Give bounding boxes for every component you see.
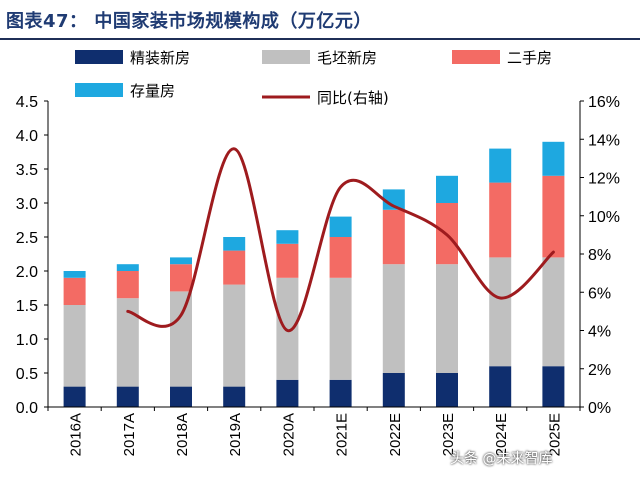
bar-2017A-series-3 [116,264,139,271]
y-left-tick-label: 2.0 [16,264,38,281]
bar-2025E-series-0 [542,366,565,407]
bar-2020A-series-2 [276,243,299,278]
yoy-line-group [126,147,555,332]
bar-2020A-series-1 [276,277,299,380]
bar-2021E-series-3 [329,216,352,237]
x-tick-label: 2020A [280,413,297,456]
x-tick-label: 2017A [121,413,138,456]
bar-2017A-series-1 [116,298,139,387]
x-tick-label: 2023E [440,413,457,456]
y-right-tick-label: 12% [588,171,620,188]
bar-2018A-series-3 [170,257,192,265]
y-left-tick-label: 4.5 [16,94,38,111]
bar-2022E-series-1 [382,264,405,373]
bar-2017A-series-2 [116,271,139,299]
bar-2018A-series-0 [170,386,192,407]
bar-2019A-series-0 [223,386,246,407]
bar-2016A-series-1 [63,305,86,387]
bar-2024E-series-1 [489,257,512,367]
bar-2018A-series-2 [170,264,192,292]
bar-2025E-series-3 [542,141,565,176]
bar-2017A-series-0 [116,386,139,407]
y-right-tick-label: 6% [588,285,611,302]
bar-2024E-series-0 [489,366,512,407]
legend-label-2: 二手房 [507,49,552,67]
x-tick-label: 2025E [546,413,563,456]
bar-2025E-series-1 [542,257,565,367]
bar-2019A-series-2 [223,250,246,285]
y-left-tick-label: 2.5 [16,230,38,247]
y-left-tick-label: 0.0 [16,400,38,417]
y-left-tick-label: 0.5 [16,366,38,383]
bar-2025E-series-2 [542,175,565,258]
bar-2021E-series-1 [329,277,352,380]
bar-2018A-series-1 [170,291,192,387]
legend-swatch-3 [75,83,123,97]
bar-2022E-series-0 [382,373,405,407]
bar-2024E-series-2 [489,182,512,258]
y-right-tick-label: 14% [588,132,620,149]
y-left-tick-label: 1.5 [16,298,38,315]
bar-2019A-series-1 [223,284,246,387]
bar-2021E-series-0 [329,379,352,407]
bar-2016A-series-3 [63,271,86,278]
bars-group [63,141,565,407]
watermark: 头条 @未来智库 [450,451,553,467]
bar-2020A-series-0 [276,379,299,407]
figure-header: 图表47： 中国家装市场规模构成（万亿元） [0,0,640,40]
legend-swatch-1 [262,50,310,64]
bar-2016A-series-2 [63,277,86,305]
bar-2023E-series-1 [436,264,458,373]
yoy-line [126,147,555,332]
legend-swatch-0 [75,50,123,64]
legend-swatch-2 [452,50,500,64]
bar-2019A-series-3 [223,237,246,251]
legend-label-1: 毛坯新房 [317,49,377,67]
legend-line-label: 同比(右轴) [317,89,389,107]
x-tick-label: 2018A [174,413,191,456]
x-tick-label: 2019A [227,413,244,456]
y-right-tick-label: 10% [588,209,620,226]
x-tick-label: 2024E [493,413,510,456]
y-left-tick-label: 4.0 [16,128,38,145]
bar-2021E-series-2 [329,237,352,278]
y-right-tick-label: 8% [588,247,611,264]
y-right-tick-label: 0% [588,400,611,417]
legend-label-0: 精装新房 [130,49,190,67]
y-right-tick-label: 16% [588,94,620,111]
bar-2023E-series-3 [436,175,458,203]
bar-2022E-series-2 [382,209,405,265]
y-left-tick-label: 3.5 [16,162,38,179]
y-right-tick-label: 4% [588,324,611,341]
bar-2016A-series-0 [63,386,86,407]
y-left-tick-label: 1.0 [16,332,38,349]
bar-2020A-series-3 [276,230,299,244]
y-left-tick-label: 3.0 [16,196,38,213]
figure-title: 图表47： 中国家装市场规模构成（万亿元） [6,11,372,32]
bar-2024E-series-3 [489,148,512,183]
bar-2023E-series-0 [436,373,458,407]
x-tick-label: 2021E [334,413,351,456]
x-tick-label: 2022E [387,413,404,456]
axes-group: 0.0 0.5 1.0 1.5 2.0 2.5 3.0 3.5 4.0 4.5 0% 2% 4% 6% 8%… [16,94,620,456]
legend-label-3: 存量房 [130,82,175,100]
y-right-tick-label: 2% [588,362,611,379]
x-tick-label: 2016A [68,413,85,456]
